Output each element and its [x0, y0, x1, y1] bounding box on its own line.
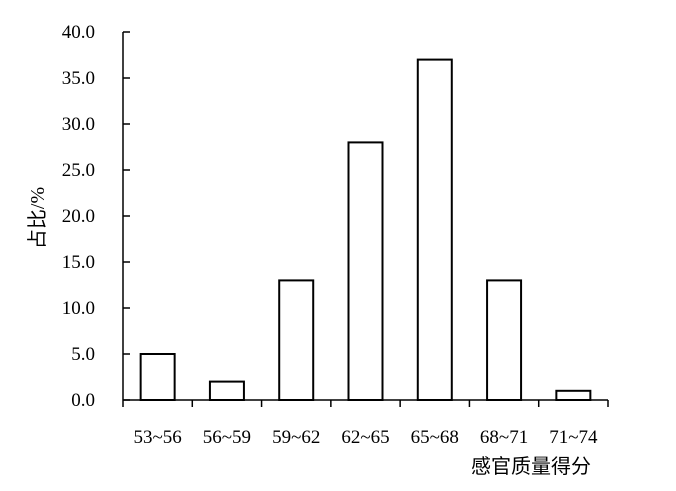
x-tick-label: 68~71	[480, 427, 528, 448]
x-tick-label: 53~56	[134, 427, 182, 448]
x-tick-label: 62~65	[341, 427, 389, 448]
y-tick-label: 40.0	[62, 22, 95, 43]
y-tick-label: 25.0	[62, 160, 95, 181]
x-axis-title: 感官质量得分	[471, 455, 591, 478]
y-tick-labels: 0.0 5.0 10.0 15.0 20.0 25.0 30.0 35.0 40.0	[62, 22, 95, 411]
bar-56~59	[208, 380, 245, 402]
x-tick-label: 59~62	[272, 427, 320, 448]
x-tick-label: 56~59	[203, 427, 251, 448]
x-tick-labels: 53~56 56~59 59~62 62~65 65~68 68~71 71~74	[134, 427, 598, 448]
bar-68~71	[486, 279, 523, 401]
y-tick-label: 30.0	[62, 114, 95, 135]
x-tick-label: 71~74	[549, 427, 598, 448]
y-tick-label: 35.0	[62, 68, 95, 89]
y-axis-title: 占比/%	[26, 187, 49, 249]
y-tick-label: 15.0	[62, 252, 95, 273]
y-tick-label: 0.0	[71, 390, 95, 411]
bar-59~62	[278, 279, 315, 401]
bar-53~56	[139, 353, 176, 401]
bar-62~65	[347, 141, 384, 401]
axes-group	[122, 31, 609, 407]
y-tick-label: 5.0	[71, 344, 95, 365]
bars-group	[139, 58, 592, 402]
y-tick-label: 10.0	[62, 298, 95, 319]
y-tick-label: 20.0	[62, 206, 95, 227]
bar-65~68	[416, 58, 453, 401]
x-tick-label: 65~68	[411, 427, 459, 448]
bar-71~74	[555, 389, 592, 401]
